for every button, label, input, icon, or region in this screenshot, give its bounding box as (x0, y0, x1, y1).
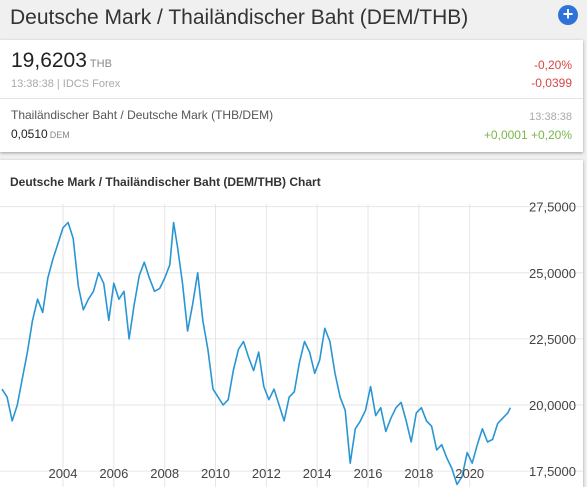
y-tick-label: 22,5000 (529, 332, 576, 347)
quote-price: 19,6203 (11, 49, 87, 72)
x-tick-label: 2020 (455, 466, 484, 481)
chart-labels: 17,5000 20,0000 22,5000 25,0000 27,5000 2004 2… (49, 200, 576, 481)
inverse-price: 0,0510 (11, 127, 48, 141)
inverse-pair-name[interactable]: Thailändischer Baht / Deutsche Mark (THB… (11, 108, 274, 122)
quote-row[interactable]: 19,6203 THB 13:38:38 | IDCS Forex -0,20% … (0, 40, 583, 99)
x-tick-label: 2016 (354, 466, 383, 481)
inverse-quote-row[interactable]: Thailändischer Baht / Deutsche Mark (THB… (0, 99, 583, 152)
series-line (1, 221, 512, 486)
inverse-change: +0,0001 +0,20% (483, 128, 572, 142)
quote-change-pct: -0,20% (533, 58, 572, 72)
x-tick-label: 2010 (201, 466, 230, 481)
x-tick-label: 2008 (150, 466, 179, 481)
inverse-price-block: 0,0510 DEM (11, 127, 70, 141)
quote-unit: THB (89, 58, 112, 70)
chart-line-layer (1, 221, 512, 486)
plus-circle-icon[interactable]: + (558, 5, 578, 25)
price-chart[interactable]: 17,5000 20,0000 22,5000 25,0000 27,5000 2004 2… (0, 160, 583, 487)
x-tick-label: 2004 (49, 466, 78, 481)
chart-grid (0, 204, 583, 487)
y-tick-label: 27,5000 (529, 200, 576, 215)
x-tick-label: 2014 (303, 466, 332, 481)
y-tick-label: 25,0000 (529, 266, 576, 281)
y-tick-label: 20,0000 (529, 398, 576, 413)
quote-card: 19,6203 THB 13:38:38 | IDCS Forex -0,20% … (0, 40, 583, 152)
x-tick-label: 2012 (252, 466, 281, 481)
x-tick-label: 2006 (99, 466, 128, 481)
y-tick-label: 17,5000 (529, 464, 576, 479)
chart-card: Deutsche Mark / Thailändischer Baht (DEM… (0, 160, 583, 487)
x-tick-label: 2018 (404, 466, 433, 481)
page-title: Deutsche Mark / Thailändischer Baht (DEM… (10, 6, 469, 29)
quote-price-block: 19,6203 THB (11, 49, 112, 73)
quote-change-abs: -0,0399 (531, 76, 572, 90)
title-bar: Deutsche Mark / Thailändischer Baht (DEM… (0, 0, 587, 40)
inverse-unit: DEM (49, 130, 70, 140)
inverse-time: 13:38:38 (529, 111, 572, 123)
chart-title: Deutsche Mark / Thailändischer Baht (DEM… (10, 175, 321, 189)
quote-time-source: 13:38:38 | IDCS Forex (11, 78, 121, 90)
